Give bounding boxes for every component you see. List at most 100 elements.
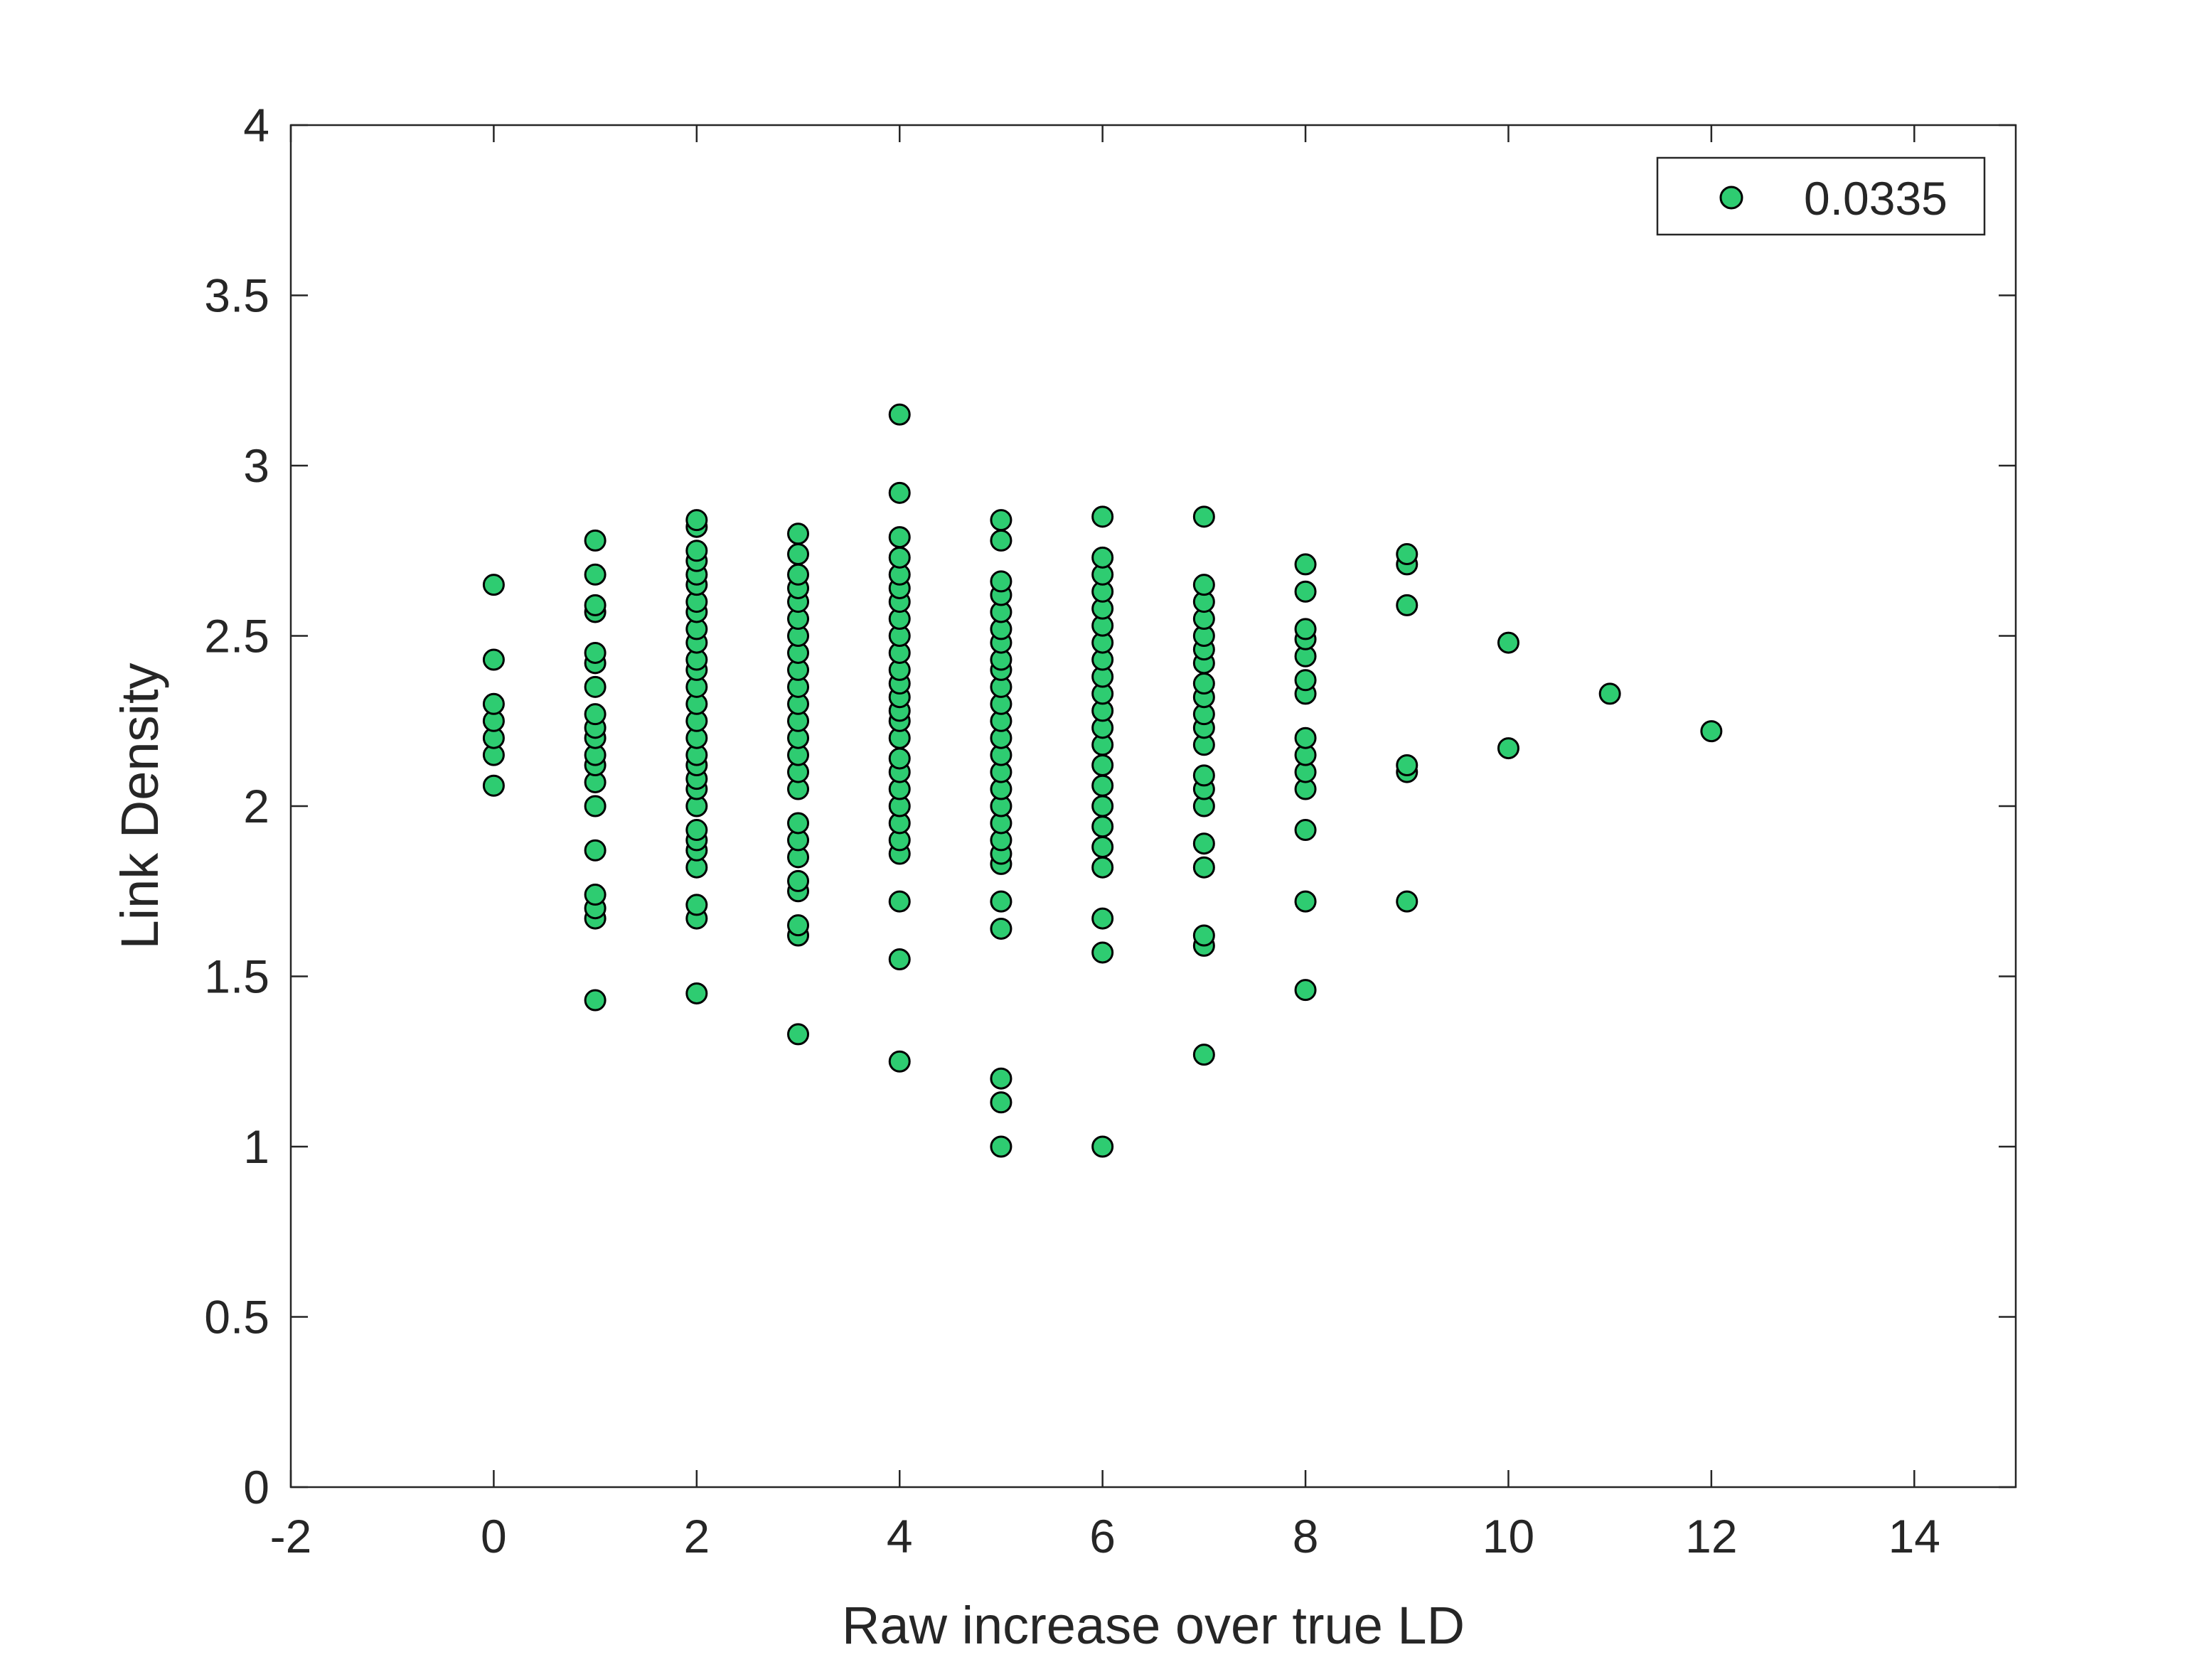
data-point[interactable] xyxy=(1091,907,1114,930)
data-point[interactable] xyxy=(1396,594,1418,616)
data-point[interactable] xyxy=(482,648,505,671)
data-point[interactable] xyxy=(1192,924,1215,947)
x-tick-label: 6 xyxy=(1089,1510,1116,1562)
x-tick-label: 12 xyxy=(1685,1510,1737,1562)
data-point[interactable] xyxy=(584,884,607,906)
data-point[interactable] xyxy=(888,546,911,569)
data-point[interactable] xyxy=(685,982,708,1004)
data-point[interactable] xyxy=(584,839,607,862)
legend-box xyxy=(1656,156,1986,236)
x-tick-label: 0 xyxy=(481,1510,507,1562)
data-point[interactable] xyxy=(1294,553,1317,576)
legend-label: 0.0335 xyxy=(1804,172,1947,225)
data-point[interactable] xyxy=(1192,505,1215,528)
data-point[interactable] xyxy=(1091,856,1114,879)
data-point[interactable] xyxy=(888,890,911,913)
data-point[interactable] xyxy=(1192,832,1215,855)
data-point[interactable] xyxy=(1091,774,1114,797)
data-point[interactable] xyxy=(584,563,607,586)
data-point[interactable] xyxy=(1192,574,1215,596)
x-tick-label: 10 xyxy=(1482,1510,1534,1562)
y-tick-label: 0.5 xyxy=(204,1291,269,1344)
data-point[interactable] xyxy=(685,894,708,916)
data-point[interactable] xyxy=(1294,979,1317,1002)
data-point[interactable] xyxy=(1294,890,1317,913)
data-point[interactable] xyxy=(1091,546,1114,569)
data-point[interactable] xyxy=(1091,941,1114,964)
data-point[interactable] xyxy=(990,1135,1013,1158)
data-point[interactable] xyxy=(888,481,911,504)
data-point[interactable] xyxy=(1294,669,1317,692)
data-point[interactable] xyxy=(584,989,607,1012)
data-point[interactable] xyxy=(685,819,708,842)
y-tick-label: 3 xyxy=(243,439,269,492)
data-point[interactable] xyxy=(990,529,1013,552)
data-point[interactable] xyxy=(787,563,810,586)
y-tick-label: 2.5 xyxy=(204,610,269,663)
data-point[interactable] xyxy=(787,914,810,937)
data-point[interactable] xyxy=(1497,631,1519,654)
data-point[interactable] xyxy=(787,869,810,892)
data-point[interactable] xyxy=(1192,672,1215,695)
x-tick-label: 8 xyxy=(1293,1510,1319,1562)
data-point[interactable] xyxy=(888,526,911,549)
data-point[interactable] xyxy=(990,1091,1013,1114)
data-point[interactable] xyxy=(990,917,1013,940)
data-point[interactable] xyxy=(990,509,1013,532)
data-point[interactable] xyxy=(1396,890,1418,913)
data-point[interactable] xyxy=(787,812,810,835)
data-point[interactable] xyxy=(1192,764,1215,787)
data-point[interactable] xyxy=(787,522,810,545)
data-point[interactable] xyxy=(888,948,911,971)
x-axis-label: Raw increase over true LD xyxy=(842,1596,1465,1655)
x-tick-label: 14 xyxy=(1888,1510,1940,1562)
data-point[interactable] xyxy=(1091,754,1114,777)
data-point[interactable] xyxy=(1091,835,1114,858)
y-tick-label: 4 xyxy=(243,99,269,151)
data-point[interactable] xyxy=(1192,1044,1215,1066)
data-point[interactable] xyxy=(685,509,708,532)
data-point[interactable] xyxy=(1294,727,1317,749)
data-point[interactable] xyxy=(787,543,810,566)
legend[interactable]: 0.0335 xyxy=(1656,156,1986,236)
data-point[interactable] xyxy=(1294,618,1317,640)
data-point[interactable] xyxy=(482,774,505,797)
data-point[interactable] xyxy=(1396,543,1418,566)
data-point[interactable] xyxy=(1598,682,1621,705)
data-point[interactable] xyxy=(1091,1135,1114,1158)
data-point[interactable] xyxy=(584,594,607,616)
data-point[interactable] xyxy=(1091,795,1114,817)
data-points xyxy=(482,403,1723,1158)
data-point[interactable] xyxy=(584,641,607,664)
y-tick-label: 1 xyxy=(243,1120,269,1173)
data-point[interactable] xyxy=(584,529,607,552)
data-point[interactable] xyxy=(1396,754,1418,777)
data-point[interactable] xyxy=(1091,815,1114,838)
plot-area-frame xyxy=(289,124,2017,1489)
data-point[interactable] xyxy=(1497,737,1519,760)
data-point[interactable] xyxy=(990,570,1013,593)
axis-ticks xyxy=(289,124,2016,1489)
plot-area-background xyxy=(291,125,2016,1487)
y-axis-label: Link Density xyxy=(110,663,169,949)
data-point[interactable] xyxy=(888,1050,911,1073)
data-point[interactable] xyxy=(584,675,607,698)
data-point[interactable] xyxy=(1091,505,1114,528)
data-point[interactable] xyxy=(1294,580,1317,603)
data-point[interactable] xyxy=(990,890,1013,913)
data-point[interactable] xyxy=(888,403,911,426)
data-point[interactable] xyxy=(584,703,607,726)
x-tick-label: 2 xyxy=(683,1510,710,1562)
data-point[interactable] xyxy=(1700,720,1723,743)
data-point[interactable] xyxy=(482,692,505,715)
data-point[interactable] xyxy=(1294,819,1317,842)
data-point[interactable] xyxy=(482,574,505,596)
data-point[interactable] xyxy=(685,540,708,562)
y-tick-label: 3.5 xyxy=(204,269,269,322)
data-point[interactable] xyxy=(990,1067,1013,1090)
data-point[interactable] xyxy=(787,1023,810,1046)
data-point[interactable] xyxy=(888,747,911,770)
data-point[interactable] xyxy=(584,795,607,817)
data-point[interactable] xyxy=(1192,856,1215,879)
